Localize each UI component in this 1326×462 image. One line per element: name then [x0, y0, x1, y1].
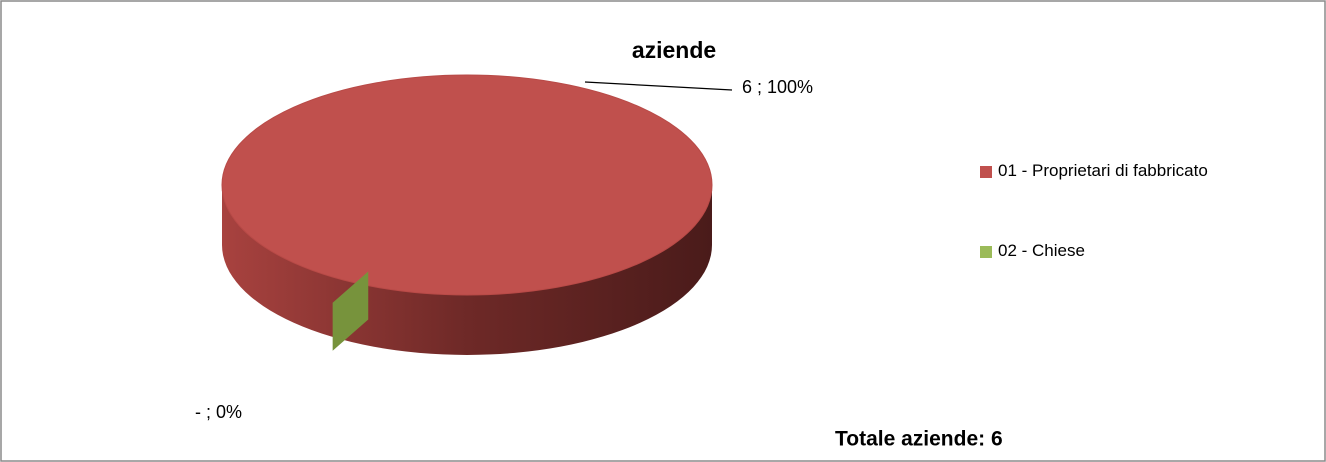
legend-swatch — [980, 246, 992, 258]
leader-line — [584, 81, 733, 91]
data-label: - ; 0% — [195, 402, 242, 422]
chart-title: aziende — [632, 37, 716, 63]
pie-slice — [221, 74, 713, 296]
data-label: 6 ; 100% — [742, 77, 813, 97]
legend-swatch — [980, 166, 992, 178]
legend-item: 01 - Proprietari di fabbricato — [980, 158, 1208, 184]
annotation: Totale aziende: 6 — [835, 428, 1003, 451]
legend-label: 02 - Chiese — [998, 241, 1085, 260]
legend-item: 02 - Chiese — [980, 238, 1208, 264]
legend-label: 01 - Proprietari di fabbricato — [998, 161, 1208, 180]
pie-slice — [332, 271, 369, 351]
